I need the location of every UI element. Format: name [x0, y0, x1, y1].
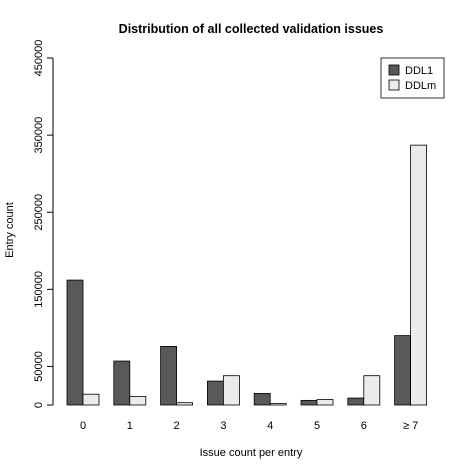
bar-ddlm-5 [316, 399, 334, 406]
bar-ddlm-2 [176, 402, 194, 406]
bar-ddl1-4 [253, 393, 271, 406]
x-tick-label: ≥ 7 [403, 420, 418, 432]
x-tick-label: 2 [174, 420, 180, 432]
bar-ddlm-4 [269, 403, 287, 406]
y-axis-label: Entry count [4, 202, 16, 258]
legend: DDL1 DDLm [380, 57, 445, 99]
bar-ddl1-7 [394, 335, 412, 406]
x-tick-label: 3 [220, 420, 226, 432]
legend-swatch-ddl1 [388, 64, 400, 76]
bar-ddlm-0 [82, 393, 100, 406]
bar-ddl1-6 [347, 397, 365, 406]
chart-title: Distribution of all collected validation… [119, 22, 384, 36]
x-axis-ticks: 0 1 2 3 4 5 6 ≥ 7 [80, 420, 418, 432]
legend-box [380, 57, 445, 99]
x-tick-label: 6 [361, 420, 367, 432]
y-tick-label: 50000 [33, 351, 45, 382]
x-tick-label: 1 [127, 420, 133, 432]
bar-ddl1-3 [206, 380, 224, 406]
bar-ddl1-2 [160, 345, 178, 406]
bar-ddl1-0 [66, 279, 84, 406]
x-tick-label: 5 [314, 420, 320, 432]
legend-label-ddl1: DDL1 [405, 65, 433, 77]
y-tick-label: 450000 [33, 40, 45, 77]
bar-ddlm-3 [222, 375, 240, 406]
y-tick-label: 0 [33, 402, 45, 408]
bars [66, 144, 428, 406]
x-tick-label: 0 [80, 420, 86, 432]
bar-ddlm-1 [129, 396, 147, 406]
y-axis: 0 50000 150000 250000 350000 450000 [33, 40, 54, 408]
bar-ddl1-5 [300, 399, 318, 406]
legend-label-ddlm: DDLm [405, 80, 436, 92]
bar-ddlm-6 [363, 375, 381, 406]
x-tick-label: 4 [267, 420, 273, 432]
legend-swatch-ddlm [388, 79, 400, 91]
y-tick-label: 350000 [33, 117, 45, 154]
x-axis-label: Issue count per entry [200, 447, 303, 459]
y-tick-label: 150000 [33, 271, 45, 308]
y-tick-label: 250000 [33, 194, 45, 231]
bar-ddlm-7 [410, 144, 428, 406]
bar-ddl1-1 [113, 360, 131, 406]
